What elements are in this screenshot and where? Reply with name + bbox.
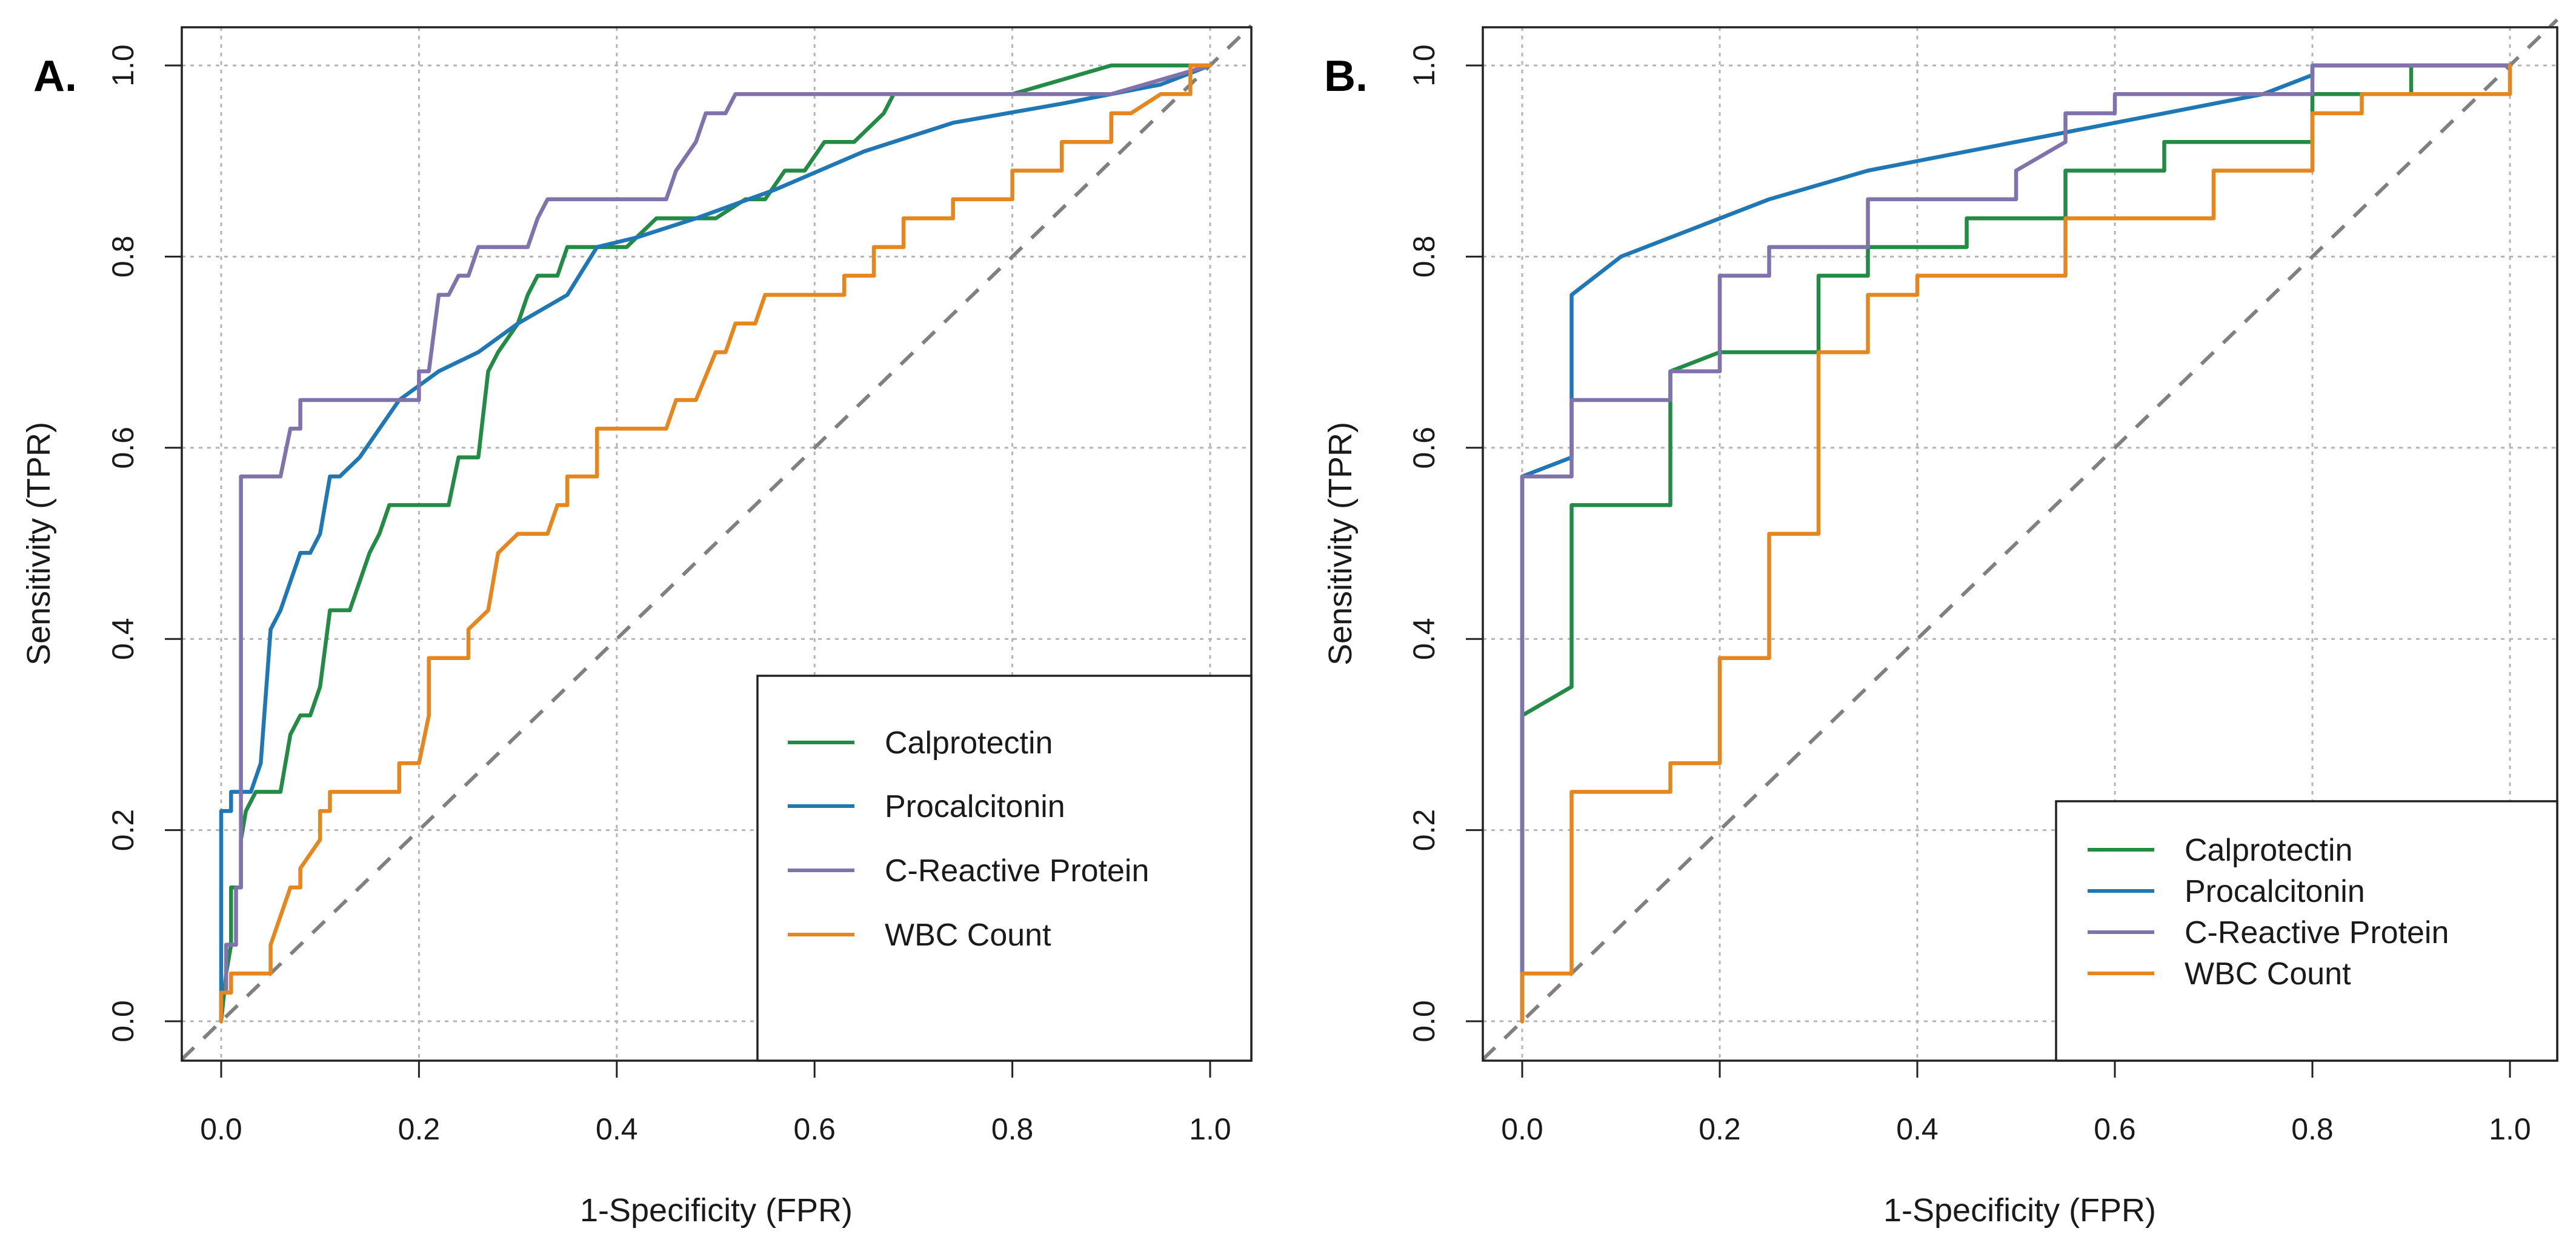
panel-b-curves (1520, 63, 2512, 1024)
b-x-tick-label: 0.8 (2291, 1112, 2334, 1146)
a-x-tick-label: 0.8 (991, 1112, 1034, 1146)
panel-a-legend-box (756, 675, 1253, 1062)
panel-a-x-axis-title: 1-Specificity (FPR) (580, 1192, 853, 1229)
a-roc-curve-procalcitonin (219, 63, 1213, 1024)
b-roc-curve-wbc (1520, 63, 2512, 1024)
panel-b: B. 0.0 0.2 0.4 0.6 0.8 1.0 0.0 0.2 0.4 0.6 0.8 1.0… (1322, 18, 2559, 1229)
b-y-tick-label: 0.2 (1407, 809, 1441, 852)
panel-b-grid (1483, 27, 2557, 1061)
panel-a: A. 0.0 0.2 0.4 0.6 0.8 1.0 0.0 0.2 0.4 0.6 0.8 1.0… (21, 24, 1253, 1229)
panel-b-x-axis-title: 1-Specificity (FPR) (1883, 1192, 2156, 1229)
b-x-tick-label: 0.6 (2094, 1112, 2136, 1146)
panel-b-reference-diagonal (1481, 18, 2559, 1061)
b-x-tick-label: 0.0 (1501, 1112, 1543, 1146)
panel-a-y-axis: 0.0 0.2 0.4 0.6 0.8 1.0 (106, 44, 183, 1042)
panel-b-legend: Calprotectin Procalcitonin C-Reactive Pr… (2055, 800, 2558, 1062)
b-x-tick-label: 0.4 (1896, 1112, 1939, 1146)
b-x-tick-label: 0.2 (1699, 1112, 1741, 1146)
b-x-tick-label: 1.0 (2489, 1112, 2531, 1146)
panel-b-legend-label-calprotectin: Calprotectin (2185, 833, 2352, 868)
panel-a-legend-label-calprotectin: Calprotectin (885, 725, 1053, 761)
a-roc-curve-wbc (219, 63, 1213, 1024)
panel-b-y-axis-title: Sensitivity (TPR) (1322, 422, 1359, 665)
a-y-tick-label: 0.4 (106, 618, 140, 660)
a-x-tick-label: 1.0 (1189, 1112, 1231, 1146)
panel-a-x-axis: 0.0 0.2 0.4 0.6 0.8 1.0 (200, 1059, 1231, 1146)
b-y-tick-label: 0.6 (1407, 427, 1441, 469)
panel-b-y-axis: 0.0 0.2 0.4 0.6 0.8 1.0 (1407, 44, 1484, 1042)
a-y-tick-label: 0.6 (106, 427, 140, 469)
b-y-tick-label: 0.0 (1407, 1000, 1441, 1042)
b-y-tick-label: 1.0 (1407, 44, 1441, 87)
panel-a-label: A. (33, 52, 77, 101)
panel-a-legend: Calprotectin Procalcitonin C-Reactive Pr… (756, 675, 1253, 1062)
panel-a-reference-diagonal (180, 24, 1253, 1061)
a-x-tick-label: 0.4 (596, 1112, 638, 1146)
panel-b-legend-label-crp: C-Reactive Protein (2185, 915, 2449, 950)
panel-a-legend-label-wbc: WBC Count (885, 918, 1051, 953)
a-roc-curve-calprotectin (219, 63, 1213, 1024)
panel-b-legend-label-procalcitonin: Procalcitonin (2185, 874, 2365, 909)
b-y-tick-label: 0.4 (1407, 618, 1441, 660)
a-x-tick-label: 0.0 (200, 1112, 242, 1146)
a-y-tick-label: 0.2 (106, 809, 140, 852)
a-y-tick-label: 0.8 (106, 236, 140, 278)
a-y-tick-label: 1.0 (106, 44, 140, 87)
a-roc-curve-crp (219, 63, 1213, 1024)
a-y-tick-label: 0.0 (106, 1000, 140, 1042)
b-roc-curve-crp (1520, 63, 2512, 1024)
panel-a-y-axis-title: Sensitivity (TPR) (21, 422, 57, 665)
panel-b-x-axis: 0.0 0.2 0.4 0.6 0.8 1.0 (1501, 1059, 2531, 1146)
panel-b-legend-label-wbc: WBC Count (2185, 956, 2351, 992)
b-y-tick-label: 0.8 (1407, 236, 1441, 278)
panel-a-curves (219, 63, 1213, 1024)
a-x-tick-label: 0.2 (398, 1112, 441, 1146)
panel-a-legend-label-crp: C-Reactive Protein (885, 853, 1149, 889)
a-x-tick-label: 0.6 (793, 1112, 836, 1146)
panel-a-legend-label-procalcitonin: Procalcitonin (885, 789, 1065, 824)
panel-b-label: B. (1324, 52, 1368, 101)
